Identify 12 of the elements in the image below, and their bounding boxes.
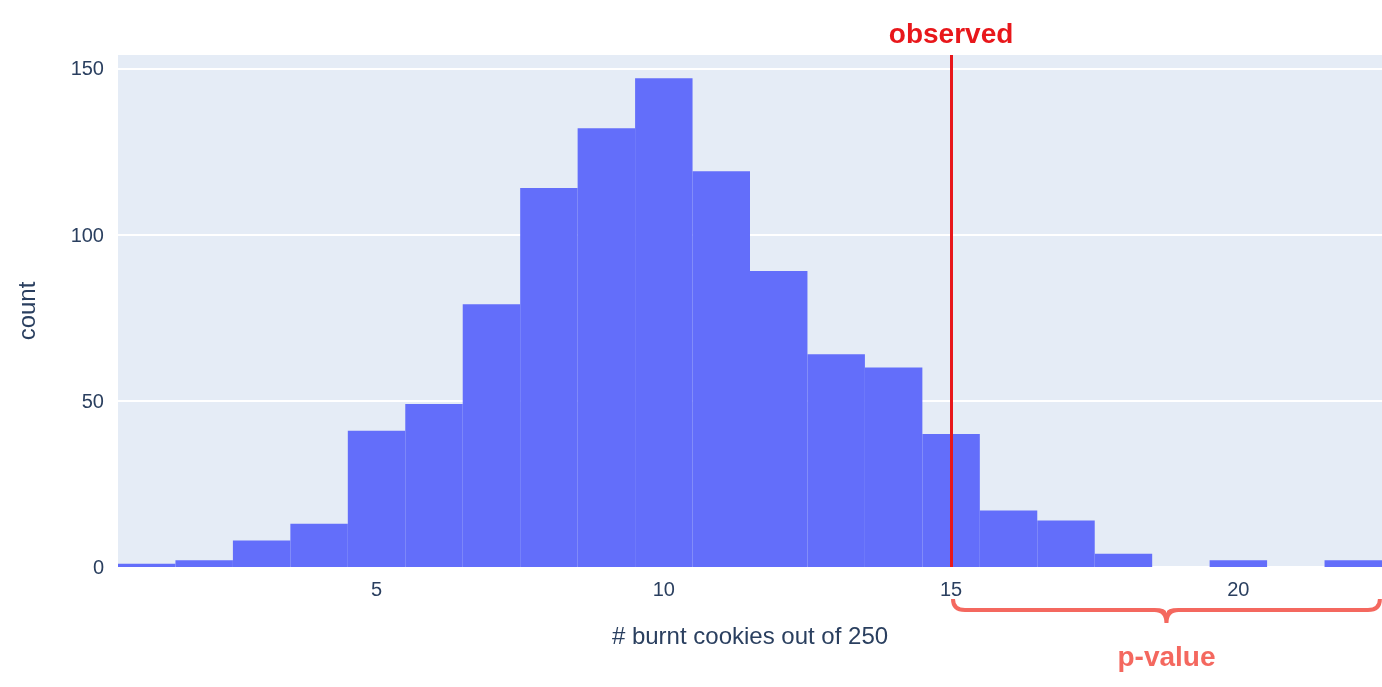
ref-line-label: observed — [888, 17, 1014, 49]
y-tick-label: 0 — [92, 556, 104, 578]
text: p-value — [1116, 641, 1217, 673]
x-tick-label: 10 — [652, 578, 675, 600]
y-tick-label: 100 — [70, 223, 104, 246]
x-tick-label: 15 — [939, 578, 963, 600]
x-axis-title: # burnt cookies out of 250 — [611, 621, 889, 649]
x-tick-label: 5 — [370, 578, 383, 600]
y-tick-label: 150 — [70, 57, 104, 80]
y-axis-title: count — [12, 281, 40, 341]
y-tick-label: 50 — [81, 389, 104, 412]
x-tick-label: 20 — [1227, 578, 1250, 600]
